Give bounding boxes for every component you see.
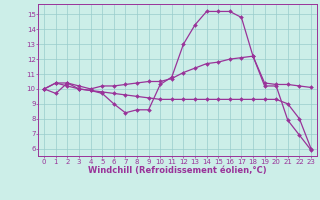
X-axis label: Windchill (Refroidissement éolien,°C): Windchill (Refroidissement éolien,°C) [88, 166, 267, 175]
